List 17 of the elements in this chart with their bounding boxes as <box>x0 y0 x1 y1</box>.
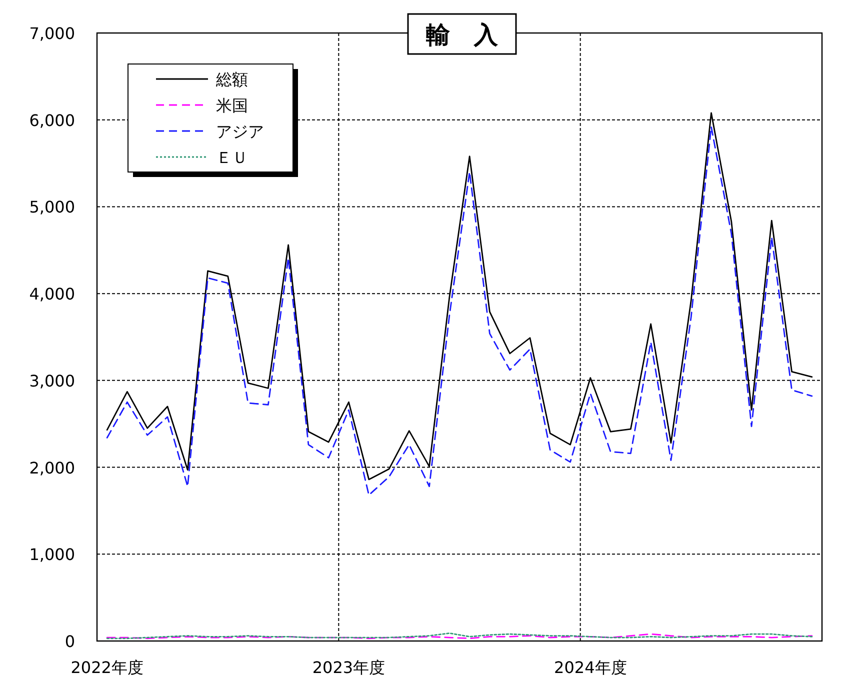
legend-label: 総額 <box>215 70 248 89</box>
y-tick-label: 2,000 <box>29 458 75 478</box>
legend-label: ＥＵ <box>216 148 248 167</box>
y-tick-label: 7,000 <box>29 24 75 43</box>
y-tick-label: 5,000 <box>29 198 75 217</box>
y-tick-label: 4,000 <box>29 284 75 304</box>
x-tick-label: 2024年度 <box>554 658 627 677</box>
chart-title: 輸 入 <box>425 21 499 49</box>
y-tick-label: 3,000 <box>29 371 75 390</box>
legend-label: 米国 <box>216 96 248 115</box>
x-tick-label: 2022年度 <box>70 658 144 677</box>
y-tick-label: 1,000 <box>29 545 75 564</box>
title: 輸 入 <box>407 13 517 55</box>
legend-label: アジア <box>216 122 264 141</box>
x-tick-label: 2023年度 <box>312 658 386 677</box>
y-tick-label: 6,000 <box>29 110 75 130</box>
y-tick-label: 0 <box>64 632 75 651</box>
